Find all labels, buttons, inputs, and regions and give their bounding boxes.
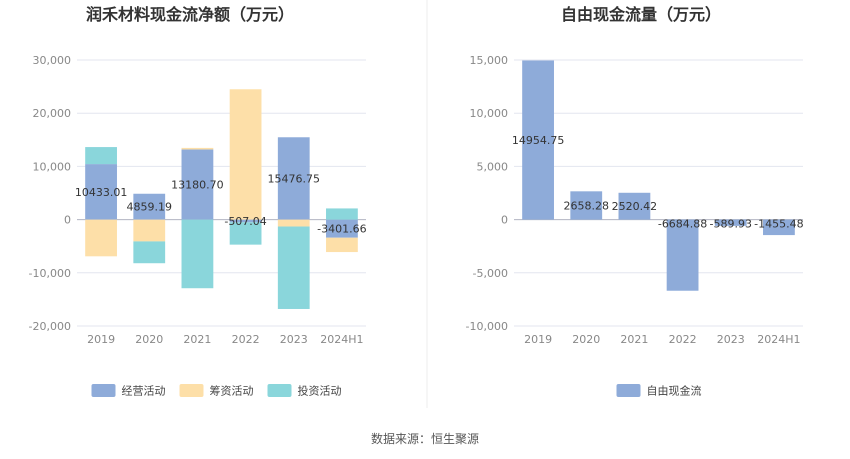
left-legend-label: 投资活动 bbox=[298, 384, 342, 398]
left-bar-2 bbox=[85, 219, 117, 257]
left-chart-title: 润禾材料现金流净额（万元） bbox=[86, 5, 294, 24]
right-data-label: -6684.88 bbox=[658, 218, 707, 231]
right-bars bbox=[522, 60, 795, 291]
left-bar-3 bbox=[85, 147, 117, 165]
left-data-label: 4859.19 bbox=[127, 201, 173, 214]
left-x-tick-label: 2024H1 bbox=[320, 333, 363, 346]
left-data-labels: 10433.01 4859.19 13180.70 -507.04 15476.75 -3… bbox=[75, 172, 367, 235]
right-bar-1 bbox=[763, 219, 795, 236]
right-data-label: 2658.28 bbox=[564, 199, 610, 212]
right-bar-1 bbox=[522, 60, 554, 220]
data-source: 数据来源：恒生聚源 bbox=[371, 431, 479, 446]
left-x-tick-label: 2021 bbox=[183, 333, 211, 346]
right-data-label: -1455.48 bbox=[754, 218, 803, 231]
right-bar-1 bbox=[618, 192, 651, 220]
right-legend-label: 自由现金流 bbox=[647, 384, 702, 398]
left-legend: 经营活动 筹资活动 投资活动 bbox=[91, 384, 342, 398]
left-legend-label: 筹资活动 bbox=[210, 384, 254, 398]
right-grid: 15,000 10,000 5,000 0 -5,000 -10,000 2019 2020 2… bbox=[466, 54, 803, 346]
left-data-label: -3401.66 bbox=[317, 223, 366, 236]
left-bar-2 bbox=[277, 219, 310, 227]
cash-flow-net-chart: 润禾材料现金流净额（万元） 30,000 20,000 10,000 0 -10,000… bbox=[29, 5, 367, 398]
right-y-tick-label: 10,000 bbox=[470, 107, 509, 120]
right-legend-swatch bbox=[616, 384, 641, 397]
left-x-tick-label: 2022 bbox=[232, 333, 260, 346]
free-cash-flow-chart: 自由现金流量（万元） 15,000 10,000 5,000 0 -5,000 -10,0… bbox=[466, 5, 804, 398]
left-data-label: -507.04 bbox=[224, 215, 266, 228]
left-bar-1 bbox=[181, 149, 214, 220]
left-bar-1 bbox=[326, 219, 358, 238]
left-y-tick-label: 30,000 bbox=[33, 54, 72, 67]
right-bar-1 bbox=[714, 219, 747, 226]
right-data-label: 14954.75 bbox=[512, 134, 565, 147]
left-legend-swatch bbox=[267, 384, 292, 397]
right-bar-1 bbox=[570, 191, 603, 220]
right-data-label: 2520.42 bbox=[612, 200, 658, 213]
left-bars bbox=[85, 89, 358, 309]
left-x-tick-label: 2019 bbox=[87, 333, 115, 346]
right-data-label: -589.93 bbox=[710, 218, 752, 231]
left-bar-1 bbox=[277, 137, 310, 220]
right-bar-1 bbox=[666, 219, 699, 291]
left-bar-1 bbox=[229, 219, 262, 223]
left-data-label: 13180.70 bbox=[171, 179, 224, 192]
right-y-tick-label: 15,000 bbox=[470, 54, 509, 67]
left-legend-swatch bbox=[179, 384, 204, 397]
left-data-label: 10433.01 bbox=[75, 186, 128, 199]
left-bar-2 bbox=[229, 89, 262, 220]
right-x-tick-label: 2021 bbox=[620, 333, 648, 346]
left-y-tick-label: 20,000 bbox=[33, 107, 72, 120]
left-y-tick-label: 10,000 bbox=[33, 160, 72, 173]
left-y-tick-label: -20,000 bbox=[29, 320, 71, 333]
right-x-tick-label: 2023 bbox=[717, 333, 745, 346]
left-grid: 30,000 20,000 10,000 0 -10,000 -20,000 2019 202… bbox=[29, 54, 366, 346]
left-bar-1 bbox=[85, 164, 117, 220]
left-bar-3 bbox=[181, 219, 214, 289]
right-y-tick-label: -5,000 bbox=[473, 267, 508, 280]
right-x-tick-label: 2024H1 bbox=[757, 333, 800, 346]
left-x-tick-label: 2023 bbox=[280, 333, 308, 346]
right-x-tick-label: 2019 bbox=[524, 333, 552, 346]
left-bar-2 bbox=[181, 147, 214, 150]
right-x-tick-label: 2022 bbox=[669, 333, 697, 346]
left-bar-3 bbox=[277, 226, 310, 309]
left-bar-3 bbox=[229, 222, 262, 245]
right-data-labels: 14954.75 2658.28 2520.42-6684.88 -589.93 -14… bbox=[512, 134, 804, 231]
left-bar-3 bbox=[133, 241, 166, 264]
right-y-tick-label: 0 bbox=[501, 214, 508, 227]
right-y-tick-label: -10,000 bbox=[466, 320, 508, 333]
right-x-tick-label: 2020 bbox=[572, 333, 600, 346]
right-y-tick-label: 5,000 bbox=[477, 160, 509, 173]
left-bar-3 bbox=[326, 208, 358, 220]
left-y-tick-label: 0 bbox=[64, 214, 71, 227]
left-bar-1 bbox=[133, 193, 166, 220]
right-legend: 自由现金流 bbox=[616, 384, 702, 398]
left-bar-2 bbox=[133, 219, 166, 242]
left-bar-2 bbox=[326, 237, 358, 253]
left-legend-swatch bbox=[91, 384, 116, 397]
left-legend-label: 经营活动 bbox=[122, 384, 166, 398]
left-y-tick-label: -10,000 bbox=[29, 267, 71, 280]
left-x-tick-label: 2020 bbox=[135, 333, 163, 346]
left-data-label: 15476.75 bbox=[268, 172, 321, 185]
right-chart-title: 自由现金流量（万元） bbox=[561, 5, 721, 24]
